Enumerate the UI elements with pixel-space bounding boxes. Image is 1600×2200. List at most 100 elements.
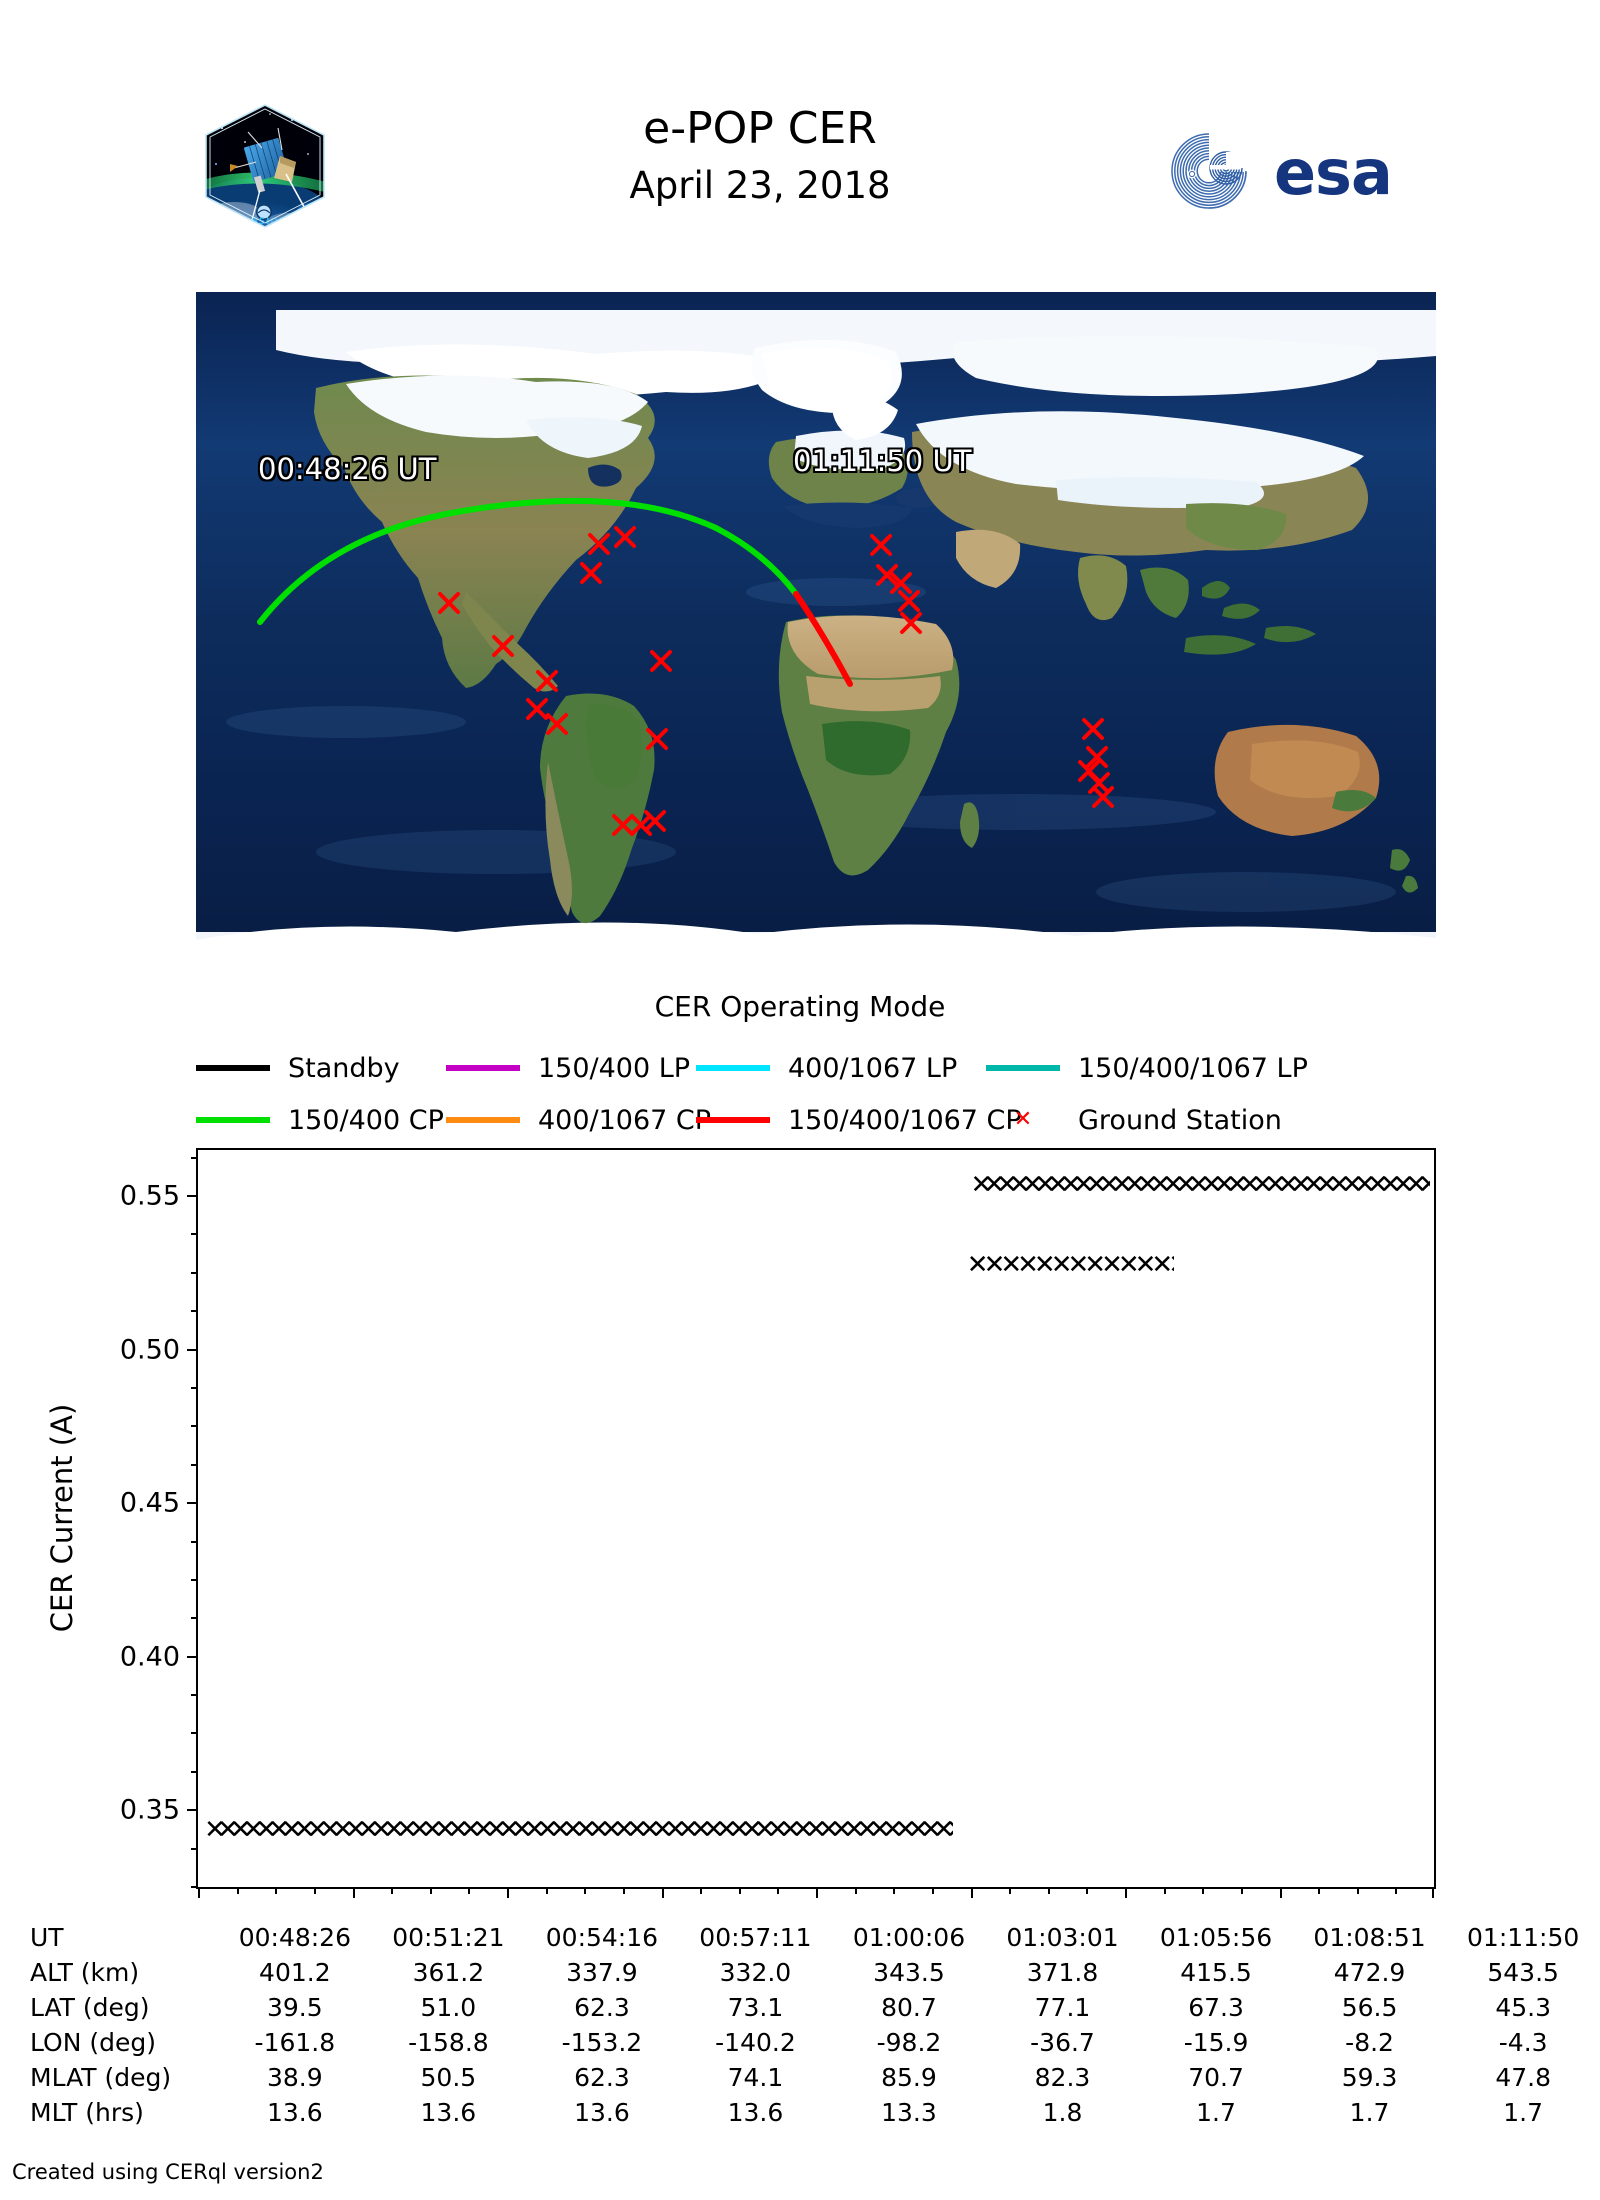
table-cell: -161.8 bbox=[254, 2028, 336, 2057]
table-cell: 343.5 bbox=[873, 1958, 945, 1987]
table-cell: 1.7 bbox=[1196, 2098, 1236, 2127]
x-axis-minor-tick bbox=[1240, 1887, 1243, 1894]
y-axis-tick-label: 0.35 bbox=[119, 1794, 180, 1826]
title-block: e-POP CER April 23, 2018 bbox=[430, 100, 1090, 214]
legend-item-ground-station: ✕ Ground Station bbox=[986, 1105, 1282, 1136]
table-cell: -36.7 bbox=[1030, 2028, 1095, 2057]
y-axis-minor-tick bbox=[191, 1617, 198, 1620]
legend-row-2: 150/400 CP 400/1067 CP 150/400/1067 CP ✕… bbox=[196, 1094, 1436, 1146]
footer-note: Created using CERql version2 bbox=[12, 2160, 324, 2184]
table-cell: 337.9 bbox=[566, 1958, 638, 1987]
x-axis-minor-tick bbox=[1009, 1887, 1012, 1894]
table-cell: -153.2 bbox=[561, 2028, 643, 2057]
world-map-panel: 00:48:26 UT 01:11:50 UT bbox=[196, 292, 1436, 980]
table-cell: 51.0 bbox=[420, 1993, 477, 2022]
table-cell: 13.6 bbox=[574, 2098, 630, 2127]
page-title: e-POP CER bbox=[643, 103, 877, 154]
legend-swatch-line bbox=[696, 1117, 770, 1123]
table-row: LAT (deg) 39.5 51.0 62.3 73.1 80.7 77.1 67.3 56.… bbox=[0, 1990, 1600, 2025]
table-cell: 47.8 bbox=[1495, 2063, 1551, 2092]
legend-swatch-line bbox=[446, 1117, 520, 1123]
cassiope-logo: CASSIOPE bbox=[200, 102, 330, 230]
x-axis-minor-tick bbox=[931, 1887, 934, 1894]
y-axis-minor-tick bbox=[191, 1463, 198, 1466]
table-cell: -15.9 bbox=[1183, 2028, 1249, 2057]
y-axis-minor-tick bbox=[191, 1770, 198, 1773]
y-axis-minor-tick bbox=[191, 1271, 198, 1274]
table-cell: 361.2 bbox=[412, 1958, 485, 1987]
table-cell: 1.7 bbox=[1503, 2098, 1544, 2127]
table-cell: 00:54:16 bbox=[545, 1923, 659, 1952]
x-axis-tick bbox=[507, 1887, 509, 1898]
y-axis-tick-label: 0.55 bbox=[119, 1180, 180, 1212]
x-axis-minor-tick bbox=[1202, 1887, 1205, 1894]
x-axis-minor-tick bbox=[313, 1887, 316, 1894]
legend-item-400-1067-cp: 400/1067 CP bbox=[446, 1105, 711, 1136]
x-axis-tick bbox=[970, 1887, 973, 1898]
table-row: MLAT (deg) 38.9 50.5 62.3 74.1 85.9 82.3 70.7 59… bbox=[0, 2060, 1600, 2095]
y-axis-minor-tick bbox=[191, 1425, 198, 1428]
table-cell: 371.8 bbox=[1026, 1958, 1099, 1987]
y-axis-tick-label: 0.40 bbox=[119, 1641, 180, 1673]
track-segment-red bbox=[793, 591, 853, 687]
table-cell: 77.1 bbox=[1034, 1993, 1091, 2022]
esa-wordmark: esa bbox=[1274, 136, 1392, 209]
map-end-time-label: 01:11:50 UT bbox=[793, 444, 972, 478]
x-axis-minor-tick bbox=[777, 1887, 780, 1894]
x-axis-minor-tick bbox=[545, 1887, 548, 1894]
table-cell: 00:51:21 bbox=[392, 1923, 505, 1952]
x-axis-minor-tick bbox=[429, 1887, 432, 1894]
x-axis-tick bbox=[816, 1887, 818, 1898]
x-axis-minor-tick bbox=[1395, 1887, 1398, 1894]
table-cell: 82.3 bbox=[1034, 2063, 1091, 2092]
table-row-label: MLAT (deg) bbox=[30, 2063, 172, 2092]
x-axis-tick bbox=[198, 1887, 200, 1898]
legend-swatch-line bbox=[196, 1065, 270, 1071]
table-cell: 00:57:11 bbox=[699, 1923, 812, 1952]
ephemeris-table-body: UT 00:48:26 00:51:21 00:54:16 00:57:11 01:00:… bbox=[0, 1920, 1600, 2130]
y-axis-tick bbox=[187, 1195, 198, 1198]
data-series-band: ✕✕✕✕✕✕✕✕✕✕✕✕✕✕✕✕✕✕✕✕✕✕✕✕✕✕✕✕✕✕✕✕✕✕✕✕✕✕✕✕… bbox=[970, 1173, 1431, 1198]
x-axis-minor-tick bbox=[275, 1887, 278, 1894]
y-axis-label: CER Current (A) bbox=[45, 1403, 79, 1633]
table-cell: 01:03:01 bbox=[1006, 1923, 1119, 1952]
table-cell: 45.3 bbox=[1495, 1993, 1551, 2022]
table-cell: 50.5 bbox=[420, 2063, 477, 2092]
ground-station-markers bbox=[438, 526, 1114, 836]
table-cell: 59.3 bbox=[1341, 2063, 1398, 2092]
table-row-label: MLT (hrs) bbox=[30, 2098, 144, 2127]
table-cell: 13.6 bbox=[420, 2098, 477, 2127]
y-axis-minor-tick bbox=[191, 1233, 198, 1236]
cer-current-plot: 0.35 0.40 0.45 0.50 0.55 ✕✕✕✕✕✕✕✕✕✕✕✕✕✕✕✕✕✕✕✕… bbox=[120, 1148, 1436, 1898]
table-row-label: LAT (deg) bbox=[30, 1993, 150, 2022]
y-axis-minor-tick bbox=[191, 1847, 198, 1850]
ground-station-x-icon: ✕ bbox=[1013, 1107, 1033, 1132]
legend-title: CER Operating Mode bbox=[654, 990, 946, 1023]
legend-label: 150/400/1067 LP bbox=[1078, 1052, 1308, 1084]
x-axis-minor-tick bbox=[893, 1887, 896, 1894]
x-axis-minor-tick bbox=[622, 1887, 625, 1894]
table-cell: 85.9 bbox=[881, 2063, 937, 2092]
y-axis-minor-tick bbox=[191, 1886, 198, 1888]
table-cell: 01:05:56 bbox=[1159, 1923, 1273, 1952]
y-axis-tick bbox=[187, 1655, 198, 1658]
legend-label: 400/1067 CP bbox=[538, 1104, 712, 1136]
table-row-label: UT bbox=[30, 1923, 64, 1952]
ephemeris-table: UT 00:48:26 00:51:21 00:54:16 00:57:11 01:00:… bbox=[0, 1920, 1600, 2130]
legend-label: Ground Station bbox=[1078, 1104, 1282, 1136]
table-cell: 80.7 bbox=[881, 1993, 937, 2022]
legend-swatch-line bbox=[696, 1065, 770, 1071]
x-axis-minor-tick bbox=[700, 1887, 703, 1894]
table-cell: 1.7 bbox=[1349, 2098, 1390, 2127]
operating-mode-legend: Standby 150/400 LP 400/1067 LP 150/400/1… bbox=[196, 1042, 1436, 1146]
x-axis-minor-tick bbox=[391, 1887, 394, 1894]
legend-item-150-400-cp: 150/400 CP bbox=[196, 1105, 446, 1136]
table-cell: 56.5 bbox=[1341, 1993, 1398, 2022]
y-axis-minor-tick bbox=[191, 1540, 198, 1543]
x-axis-tick bbox=[352, 1887, 355, 1898]
x-axis-minor-tick bbox=[1047, 1887, 1050, 1894]
legend-swatch-line bbox=[196, 1117, 270, 1123]
legend-label: 150/400 LP bbox=[538, 1052, 691, 1084]
table-cell: 38.9 bbox=[267, 2063, 323, 2092]
y-axis-minor-tick bbox=[191, 1578, 198, 1581]
